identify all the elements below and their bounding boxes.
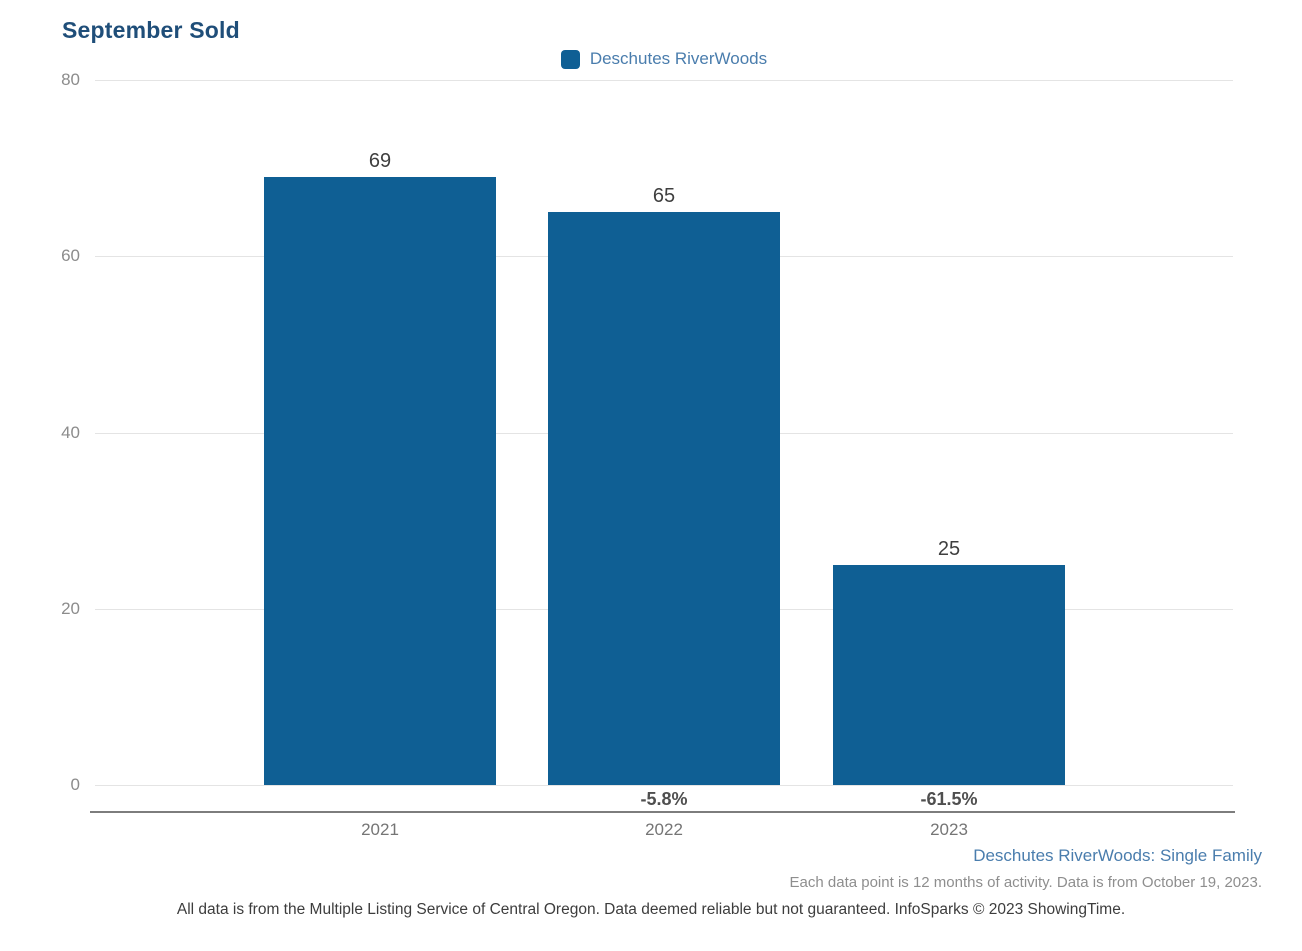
bar-value-label: 25 [937, 538, 961, 560]
y-tick-label: 60 [61, 246, 80, 265]
y-tick-label: 40 [61, 423, 80, 442]
gridline [95, 785, 1233, 786]
bar-value-label: 69 [368, 150, 392, 172]
x-axis-label-2022: 2022 [645, 820, 683, 839]
y-tick-label: 0 [70, 775, 80, 794]
legend-item-deschutes-riverwoods[interactable]: Deschutes RiverWoods [560, 49, 768, 69]
series-link[interactable]: Deschutes RiverWoods: Single Family [973, 846, 1262, 865]
legend-swatch-icon [560, 49, 580, 69]
y-axis: 0 20 40 60 80 [28, 70, 86, 794]
change-label: -5.8% [640, 789, 688, 809]
data-note: Each data point is 12 months of activity… [789, 874, 1262, 891]
bar-value-label: 65 [652, 185, 676, 207]
y-tick-label: 80 [61, 70, 80, 89]
y-tick-label: 20 [61, 599, 80, 618]
disclaimer: All data is from the Multiple Listing Se… [176, 901, 1126, 918]
gridline [95, 80, 1233, 81]
legend-label: Deschutes RiverWoods [589, 49, 768, 68]
change-label: -61.5% [920, 789, 978, 809]
bar-2023[interactable] [833, 565, 1065, 785]
chart-title: September Sold [62, 17, 240, 43]
x-axis-label-2023: 2023 [930, 820, 968, 839]
x-axis-line [90, 811, 1235, 813]
bar-2021[interactable] [264, 177, 496, 785]
x-axis-label-2021: 2021 [361, 820, 399, 839]
legend: Deschutes RiverWoods [95, 49, 1233, 69]
bar-2022[interactable] [548, 212, 780, 785]
plot-area: 69 2021 65 -5.8% 2022 25 -61.5% 2023 [95, 80, 1233, 839]
